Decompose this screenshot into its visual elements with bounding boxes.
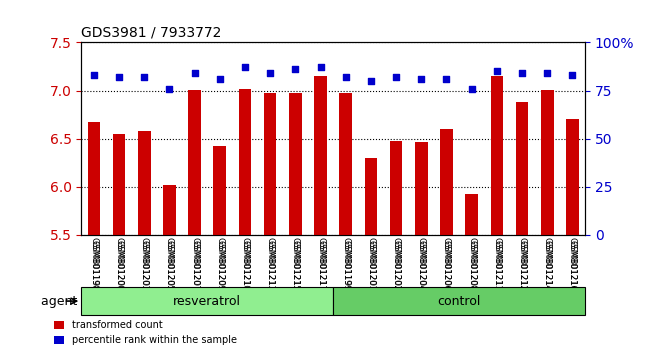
Text: GSM801214: GSM801214: [543, 237, 552, 292]
Bar: [88, 122, 100, 354]
Bar: [390, 141, 402, 354]
Text: GSM801204: GSM801204: [417, 240, 426, 291]
Bar: [188, 90, 201, 354]
Text: GSM801205: GSM801205: [165, 237, 174, 292]
Text: GSM801217: GSM801217: [316, 240, 325, 291]
Point: [240, 65, 250, 70]
Text: control: control: [437, 295, 481, 308]
Point: [416, 76, 426, 82]
Point: [366, 78, 376, 84]
Text: GSM801208: GSM801208: [467, 237, 476, 292]
Text: GSM801214: GSM801214: [543, 240, 552, 291]
Text: GSM801215: GSM801215: [291, 237, 300, 292]
Text: GSM801198: GSM801198: [89, 237, 98, 292]
Text: GSM801205: GSM801205: [165, 240, 174, 291]
Bar: [541, 90, 554, 354]
Point: [467, 86, 477, 91]
Point: [391, 74, 401, 80]
Point: [139, 74, 150, 80]
Text: GSM801210: GSM801210: [240, 237, 250, 292]
Bar: [440, 129, 453, 354]
Text: GSM801200: GSM801200: [114, 240, 124, 291]
Text: resveratrol: resveratrol: [173, 295, 241, 308]
Legend: transformed count, percentile rank within the sample: transformed count, percentile rank withi…: [50, 316, 240, 349]
Text: GSM801200: GSM801200: [114, 237, 124, 292]
Text: GSM801199: GSM801199: [341, 237, 350, 292]
Point: [341, 74, 351, 80]
Text: GSM801212: GSM801212: [517, 240, 526, 291]
Text: agent: agent: [41, 295, 81, 308]
Bar: [465, 194, 478, 354]
Point: [491, 68, 502, 74]
Text: GSM801209: GSM801209: [215, 237, 224, 292]
Text: GSM801198: GSM801198: [89, 240, 98, 291]
Point: [542, 70, 552, 76]
Bar: [163, 185, 176, 354]
Text: GSM801203: GSM801203: [140, 240, 149, 291]
FancyBboxPatch shape: [333, 287, 585, 315]
Point: [290, 67, 300, 72]
Text: GSM801213: GSM801213: [266, 237, 275, 292]
Point: [441, 76, 452, 82]
Text: GSM801212: GSM801212: [517, 237, 526, 292]
Bar: [365, 158, 377, 354]
Text: GSM801211: GSM801211: [492, 237, 501, 292]
Point: [265, 70, 276, 76]
Point: [214, 76, 225, 82]
Text: GSM801201: GSM801201: [367, 237, 376, 292]
Text: GSM801213: GSM801213: [266, 240, 275, 291]
Bar: [213, 146, 226, 354]
Bar: [138, 131, 151, 354]
Text: GSM801207: GSM801207: [190, 237, 199, 292]
Text: GSM801216: GSM801216: [568, 237, 577, 292]
Bar: [339, 93, 352, 354]
Bar: [264, 93, 276, 354]
Text: GSM801206: GSM801206: [442, 240, 451, 291]
Text: GDS3981 / 7933772: GDS3981 / 7933772: [81, 26, 222, 40]
Text: GSM801215: GSM801215: [291, 240, 300, 291]
Text: GSM801210: GSM801210: [240, 240, 250, 291]
Text: GSM801206: GSM801206: [442, 237, 451, 292]
Bar: [239, 88, 252, 354]
Text: GSM801202: GSM801202: [391, 240, 400, 291]
Point: [567, 72, 578, 78]
Text: GSM801208: GSM801208: [467, 240, 476, 291]
Text: GSM801216: GSM801216: [568, 240, 577, 291]
Point: [517, 70, 527, 76]
Text: GSM801199: GSM801199: [341, 240, 350, 291]
Bar: [289, 93, 302, 354]
Bar: [566, 119, 578, 354]
Text: GSM801217: GSM801217: [316, 237, 325, 292]
Bar: [112, 134, 125, 354]
Text: GSM801202: GSM801202: [391, 237, 400, 292]
Bar: [491, 76, 503, 354]
Text: GSM801207: GSM801207: [190, 240, 199, 291]
Point: [315, 65, 326, 70]
Text: GSM801204: GSM801204: [417, 237, 426, 292]
Point: [189, 70, 200, 76]
Point: [88, 72, 99, 78]
FancyBboxPatch shape: [81, 287, 333, 315]
Text: GSM801203: GSM801203: [140, 237, 149, 292]
Text: GSM801209: GSM801209: [215, 240, 224, 291]
Bar: [515, 102, 528, 354]
Point: [114, 74, 124, 80]
Point: [164, 86, 175, 91]
Bar: [415, 142, 428, 354]
Bar: [314, 76, 327, 354]
Text: GSM801211: GSM801211: [492, 240, 501, 291]
Text: GSM801201: GSM801201: [367, 240, 376, 291]
